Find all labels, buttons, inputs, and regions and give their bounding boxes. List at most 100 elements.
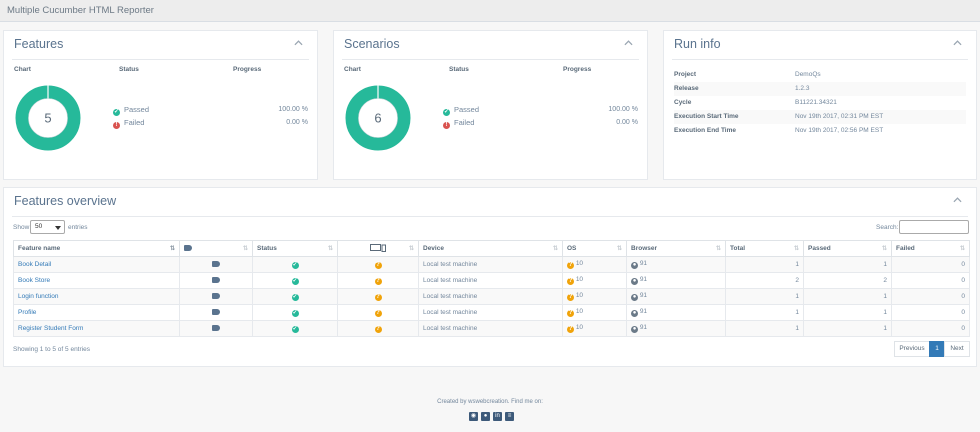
chrome-icon: ● — [631, 262, 638, 269]
app-title[interactable]: Multiple Cucumber HTML Reporter — [7, 5, 154, 16]
check-circle-icon: ✓ — [291, 310, 299, 317]
entries-select[interactable]: 50 — [30, 220, 65, 234]
feature-link[interactable]: Login function — [18, 293, 59, 300]
run-info-key: Release — [674, 85, 699, 92]
features-table: Feature name ⇅ ⇅ Status ⇅ ⇅ Device ⇅ OS ⇅ Br… — [13, 240, 970, 337]
browser-version: 91 — [639, 292, 648, 299]
feature-link[interactable]: Book Detail — [18, 261, 52, 268]
pager-page-1-button[interactable]: 1 — [929, 341, 945, 357]
run-info-row: Project DemoQs — [674, 68, 966, 82]
tags-icon — [212, 325, 220, 331]
th-os[interactable]: OS ⇅ — [562, 240, 627, 257]
passed-cell: 1 — [803, 304, 892, 321]
run-info-panel: Run info Project DemoQs Release 1.2.3 Cy… — [663, 30, 977, 180]
chrome-icon: ● — [631, 326, 638, 333]
os-version: 10 — [575, 308, 584, 315]
github-icon[interactable]: ● — [481, 412, 490, 421]
run-info-key: Execution Start Time — [674, 113, 739, 120]
legend-failed-label: Failed — [124, 118, 145, 127]
tags-icon — [212, 261, 220, 267]
features-panel: Features Chart Status Progress 5 ✓ Passed… — [3, 30, 318, 180]
question-circle-icon: ? — [567, 310, 574, 317]
donut-total-label: 5 — [44, 111, 51, 126]
chevron-up-icon[interactable] — [953, 40, 962, 46]
passed-percent: 100.00 % — [278, 106, 308, 113]
th-passed[interactable]: Passed ⇅ — [803, 240, 892, 257]
tags-icon — [212, 277, 220, 283]
stackoverflow-icon[interactable]: ≡ — [505, 412, 514, 421]
th-total[interactable]: Total ⇅ — [725, 240, 804, 257]
chrome-icon: ● — [631, 294, 638, 301]
sort-icon: ⇅ — [793, 246, 799, 252]
show-label: Show — [13, 224, 30, 231]
th-browser[interactable]: Browser ⇅ — [626, 240, 726, 257]
table-row: Register Student Form ✓ ? Local test mac… — [13, 320, 970, 337]
feature-link[interactable]: Profile — [18, 309, 37, 316]
os-version: 10 — [575, 292, 584, 299]
th-status-label: Status — [257, 245, 277, 252]
feature-link[interactable]: Book Store — [18, 277, 51, 284]
search-label: Search: — [876, 224, 899, 231]
th-status[interactable]: Status ⇅ — [252, 240, 338, 257]
run-info-row: Cycle B11221.34321 — [674, 96, 966, 110]
th-total-label: Total — [730, 245, 746, 252]
th-device-type[interactable]: ⇅ — [337, 240, 419, 257]
passed-cell: 1 — [803, 320, 892, 337]
th-feature-name-label: Feature name — [18, 245, 61, 252]
sort-icon: ⇅ — [242, 246, 248, 252]
run-info-key: Project — [674, 71, 697, 78]
failed-cell: 0 — [891, 320, 970, 337]
sort-ascending-icon: ⇅ — [169, 246, 175, 252]
chevron-up-icon[interactable] — [953, 197, 962, 203]
failed-cell: 0 — [891, 272, 970, 289]
failed-percent: 0.00 % — [286, 119, 308, 126]
device-cell: Local test machine — [418, 272, 563, 289]
rss-icon[interactable]: ◉ — [469, 412, 478, 421]
divider — [672, 59, 968, 60]
run-info-row: Execution End Time Nov 19th 2017, 02:56 … — [674, 124, 966, 138]
col-status-label: Status — [449, 66, 469, 73]
legend-passed: ✓ Passed — [113, 105, 149, 116]
table-info-text: Showing 1 to 5 of 5 entries — [13, 346, 90, 353]
browser-version: 91 — [639, 308, 648, 315]
tags-icon — [212, 309, 220, 315]
browser-version: 91 — [639, 276, 648, 283]
legend-passed-label: Passed — [124, 105, 150, 114]
browser-version: 91 — [639, 260, 648, 267]
legend-failed: ! Failed — [113, 118, 144, 129]
feature-link[interactable]: Register Student Form — [18, 325, 84, 332]
linkedin-icon[interactable]: in — [493, 412, 502, 421]
th-feature-name[interactable]: Feature name ⇅ — [13, 240, 180, 257]
search-input[interactable] — [899, 220, 969, 234]
os-version: 10 — [575, 276, 584, 283]
check-circle-icon: ✓ — [291, 278, 299, 285]
table-row: Profile ✓ ? Local test machine ? 10 ● 91… — [13, 304, 970, 321]
question-circle-icon: ? — [374, 310, 382, 317]
th-failed[interactable]: Failed ⇅ — [891, 240, 970, 257]
os-version: 10 — [575, 260, 584, 267]
chevron-up-icon[interactable] — [624, 40, 633, 46]
legend-passed: ✓ Passed — [443, 105, 479, 116]
sort-icon: ⇅ — [959, 246, 965, 252]
table-header-row: Feature name ⇅ ⇅ Status ⇅ ⇅ Device ⇅ OS ⇅ Br… — [13, 240, 970, 257]
col-progress-label: Progress — [233, 66, 262, 73]
th-device-label: Device — [423, 245, 444, 252]
question-circle-icon: ? — [567, 326, 574, 333]
features-overview-title: Features overview — [14, 194, 117, 208]
chevron-up-icon[interactable] — [294, 40, 303, 46]
run-info-value: B11221.34321 — [795, 99, 837, 106]
pager-next-button[interactable]: Next — [944, 341, 970, 357]
pager-previous-button[interactable]: Previous — [894, 341, 930, 357]
failed-cell: 0 — [891, 304, 970, 321]
run-info-value: DemoQs — [795, 71, 821, 78]
total-cell: 1 — [725, 320, 804, 337]
run-info-key: Cycle — [674, 99, 692, 106]
failed-percent: 0.00 % — [616, 119, 638, 126]
th-passed-label: Passed — [808, 245, 831, 252]
th-tags[interactable]: ⇅ — [179, 240, 253, 257]
legend-passed-label: Passed — [454, 105, 480, 114]
th-device[interactable]: Device ⇅ — [418, 240, 563, 257]
th-browser-label: Browser — [631, 245, 658, 252]
failed-cell: 0 — [891, 288, 970, 305]
total-cell: 1 — [725, 288, 804, 305]
